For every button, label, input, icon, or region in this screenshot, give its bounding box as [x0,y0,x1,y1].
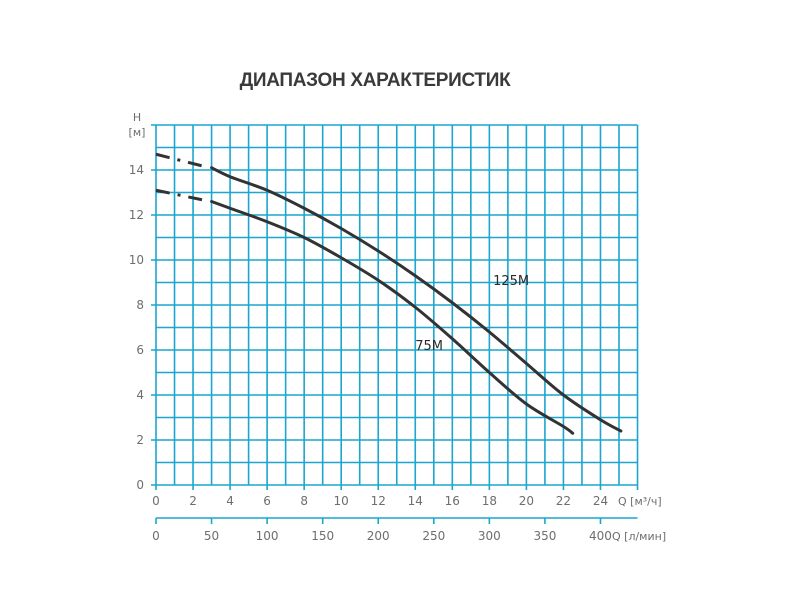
y-tick-label: 4 [136,388,144,402]
x-tick-label: 8 [300,494,308,508]
curve-125M-extrapolated [155,152,206,169]
x-tick-label: 22 [556,494,571,508]
y-tick-label: 8 [136,298,144,312]
x-tick-label: 18 [482,494,497,508]
x-tick-label: 10 [334,494,349,508]
x2-tick-label: 100 [256,529,279,543]
x-tick-label: 4 [226,494,234,508]
x2-tick-label: 200 [367,529,390,543]
y-tick-label: 2 [136,433,144,447]
y-tick-label: 12 [129,208,144,222]
curve-label: 125M [493,274,529,289]
x-tick-label: 14 [408,494,423,508]
x-tick-label: 12 [371,494,386,508]
y-tick-label: 10 [129,253,144,267]
curve-label: 75M [415,339,443,354]
x-tick-label: 16 [445,494,460,508]
x-tick-label: 0 [152,494,160,508]
x2-tick-label: 350 [533,529,556,543]
x2-tick-label: 0 [152,529,160,543]
x-tick-label: 20 [519,494,534,508]
y-tick-label: 14 [129,163,144,177]
x-tick-label: 2 [189,494,197,508]
y-tick-label: 6 [136,343,144,357]
chart-title: ДИАПАЗОН ХАРАКТЕРИСТИК [239,70,511,91]
x-axis-label: Q [м³/ч] [618,495,662,508]
y-axis-label: H [133,111,141,124]
x2-axis-label: Q [л/мин] [612,530,666,543]
x2-tick-label: 300 [478,529,501,543]
y-axis-unit: [м] [129,126,146,139]
curve-125M [210,166,623,433]
y-tick-label: 0 [136,478,144,492]
x-tick-label: 24 [593,494,608,508]
curve-75M [210,200,575,435]
x2-tick-label: 150 [311,529,334,543]
x2-tick-label: 250 [422,529,445,543]
x2-tick-label: 400 [589,529,612,543]
x-tick-label: 6 [263,494,271,508]
x2-tick-label: 50 [204,529,219,543]
curve-75M-extrapolated [155,188,206,202]
